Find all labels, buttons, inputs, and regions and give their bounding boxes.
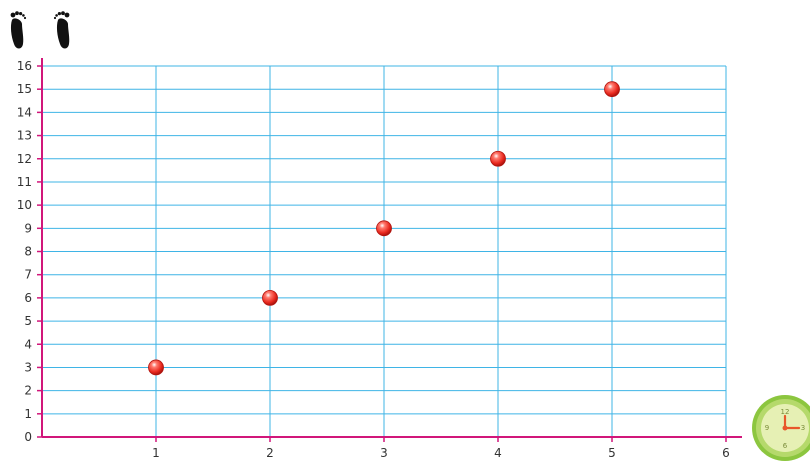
y-tick-label: 3 xyxy=(24,360,32,374)
clock-icon: 12 3 6 9 xyxy=(752,395,810,461)
y-tick-label: 2 xyxy=(24,384,32,398)
y-tick-label: 0 xyxy=(24,430,32,444)
y-tick-label: 7 xyxy=(24,268,32,282)
y-tick-label: 9 xyxy=(24,221,32,235)
y-tick-label: 4 xyxy=(24,337,32,351)
y-tick-label: 15 xyxy=(17,82,32,96)
data-point xyxy=(604,81,620,98)
clock-number-12: 12 xyxy=(781,408,790,416)
clock-number-3: 3 xyxy=(801,424,805,432)
footprints-icon xyxy=(10,11,70,49)
grid xyxy=(42,65,727,437)
data-point xyxy=(262,289,278,306)
y-tick-label: 1 xyxy=(24,407,32,421)
data-points xyxy=(148,81,620,376)
y-tick-label: 6 xyxy=(24,291,32,305)
y-tick-label: 8 xyxy=(24,245,32,259)
x-tick-label: 4 xyxy=(494,446,502,460)
y-tick-label: 11 xyxy=(17,175,32,189)
data-point xyxy=(148,359,164,376)
x-tick-label: 5 xyxy=(608,446,616,460)
clock-number-9: 9 xyxy=(765,424,769,432)
y-tick-label: 16 xyxy=(17,59,32,73)
y-tick-label: 14 xyxy=(17,105,32,119)
y-tick-label: 12 xyxy=(17,152,32,166)
x-tick-label: 2 xyxy=(266,446,274,460)
y-tick-label: 10 xyxy=(17,198,32,212)
y-tick-label: 13 xyxy=(17,129,32,143)
x-tick-label: 3 xyxy=(380,446,388,460)
x-tick-label: 1 xyxy=(152,446,160,460)
x-tick-label: 6 xyxy=(722,446,730,460)
data-point xyxy=(490,150,506,167)
clock-number-6: 6 xyxy=(783,442,788,450)
data-point xyxy=(376,220,392,237)
axes xyxy=(37,58,742,442)
y-tick-label: 5 xyxy=(24,314,32,328)
